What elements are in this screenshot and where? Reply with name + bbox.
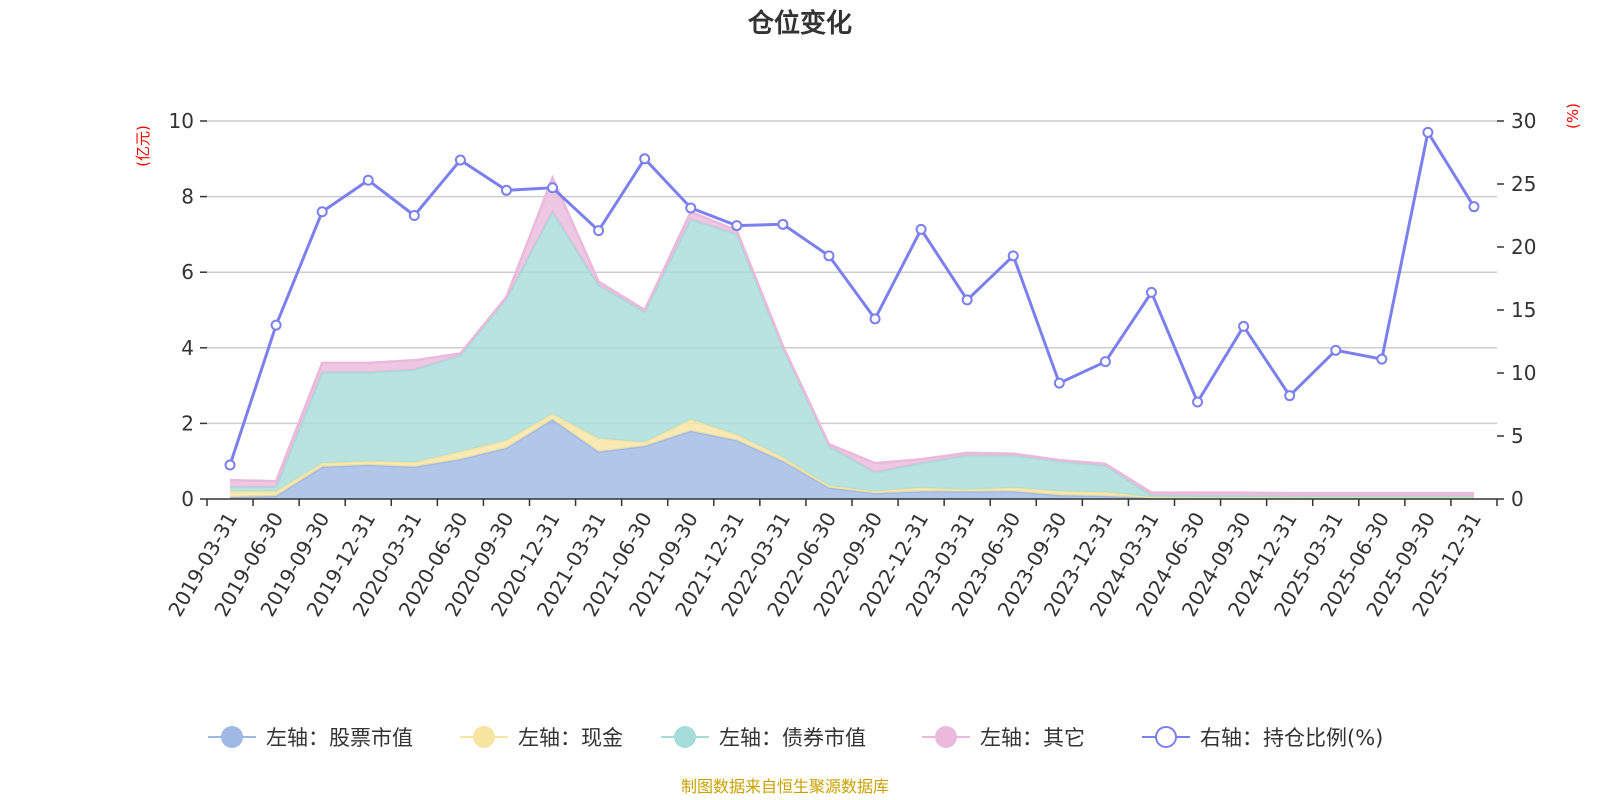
source-note: 制图数据来自恒生聚源数据库	[681, 777, 889, 796]
ratio-point	[1007, 250, 1019, 262]
legend-item-3[interactable]: 左轴：债券市值	[661, 726, 866, 750]
ratio-line	[228, 128, 1476, 466]
ratio-point	[500, 184, 512, 196]
ratio-point	[1192, 396, 1204, 408]
ratio-point	[731, 220, 743, 232]
right-axis-tick-label: 30	[1511, 109, 1536, 133]
right-axis-tick-label: 5	[1511, 424, 1524, 448]
ratio-point	[547, 182, 559, 194]
left-axis-tick-label: 4	[181, 336, 194, 360]
area-series-1	[230, 419, 1474, 499]
ratio-point	[1422, 126, 1434, 138]
grid-lines	[207, 120, 1497, 425]
legend-item-2[interactable]: 左轴：现金	[460, 726, 623, 750]
right-axis-tick-label: 25	[1511, 172, 1536, 196]
area-series-3	[230, 211, 1474, 498]
legend-marker	[935, 726, 957, 748]
ratio-point	[270, 319, 282, 331]
ratio-point	[408, 210, 420, 221]
ratio-point	[593, 225, 605, 237]
legend-item-5[interactable]: 右轴：持仓比例(%)	[1142, 726, 1383, 750]
ratio-point	[224, 459, 236, 471]
left-axis-tick-label: 2	[181, 411, 194, 435]
right-axis-unit: (%)	[1564, 103, 1582, 129]
area-series-edge-4	[229, 174, 1474, 495]
ratio-point	[1376, 353, 1388, 365]
legend-label: 左轴：债券市值	[719, 726, 866, 750]
ratio-point	[454, 154, 466, 166]
ratio-point	[1284, 390, 1296, 402]
right-axis-tick-label: 10	[1511, 361, 1536, 385]
ratio-point	[915, 223, 927, 235]
legend-marker	[1155, 726, 1177, 748]
ratio-point	[1330, 344, 1342, 356]
legend-label: 右轴：持仓比例(%)	[1200, 726, 1383, 750]
legend-item-1[interactable]: 左轴：股票市值	[208, 726, 413, 750]
legend-label: 左轴：股票市值	[266, 726, 413, 750]
legend-marker	[221, 726, 243, 748]
legend-item-4[interactable]: 左轴：其它	[922, 726, 1085, 750]
legend-marker	[473, 726, 495, 748]
left-axis-tick-label: 10	[169, 109, 194, 133]
ratio-point	[869, 313, 881, 325]
stacked-areas	[229, 174, 1474, 500]
chart-title: 仓位变化	[747, 8, 852, 39]
right-axis-tick-label: 0	[1511, 487, 1524, 511]
ratio-point	[961, 294, 973, 306]
ratio-point	[639, 153, 651, 165]
legend-label: 左轴：其它	[980, 726, 1085, 750]
ratio-point	[1099, 356, 1111, 368]
ratio-point	[685, 202, 697, 214]
ratio-point	[1468, 201, 1480, 213]
ratio-point	[1238, 320, 1250, 332]
left-axis-tick-label: 0	[181, 487, 194, 511]
right-axis-tick-label: 15	[1511, 298, 1536, 322]
right-axis-tick-label: 20	[1511, 235, 1536, 259]
ratio-point	[316, 206, 328, 218]
left-axis-tick-label: 8	[181, 185, 194, 209]
legend-marker	[674, 726, 696, 748]
ratio-point	[1145, 286, 1157, 298]
ratio-point	[362, 174, 374, 186]
left-axis-tick-label: 6	[181, 260, 194, 284]
ratio-point	[1053, 377, 1065, 389]
ratio-point	[823, 250, 835, 262]
legend[interactable]: 左轴：股票市值 左轴：现金 左轴：债券市值 左轴：其它 右轴：持仓比例(%)	[208, 726, 1383, 750]
ratio-point	[777, 218, 789, 230]
left-axis-unit: (亿元)	[134, 125, 152, 167]
legend-label: 左轴：现金	[518, 726, 623, 750]
ratio-line-series	[224, 126, 1480, 471]
